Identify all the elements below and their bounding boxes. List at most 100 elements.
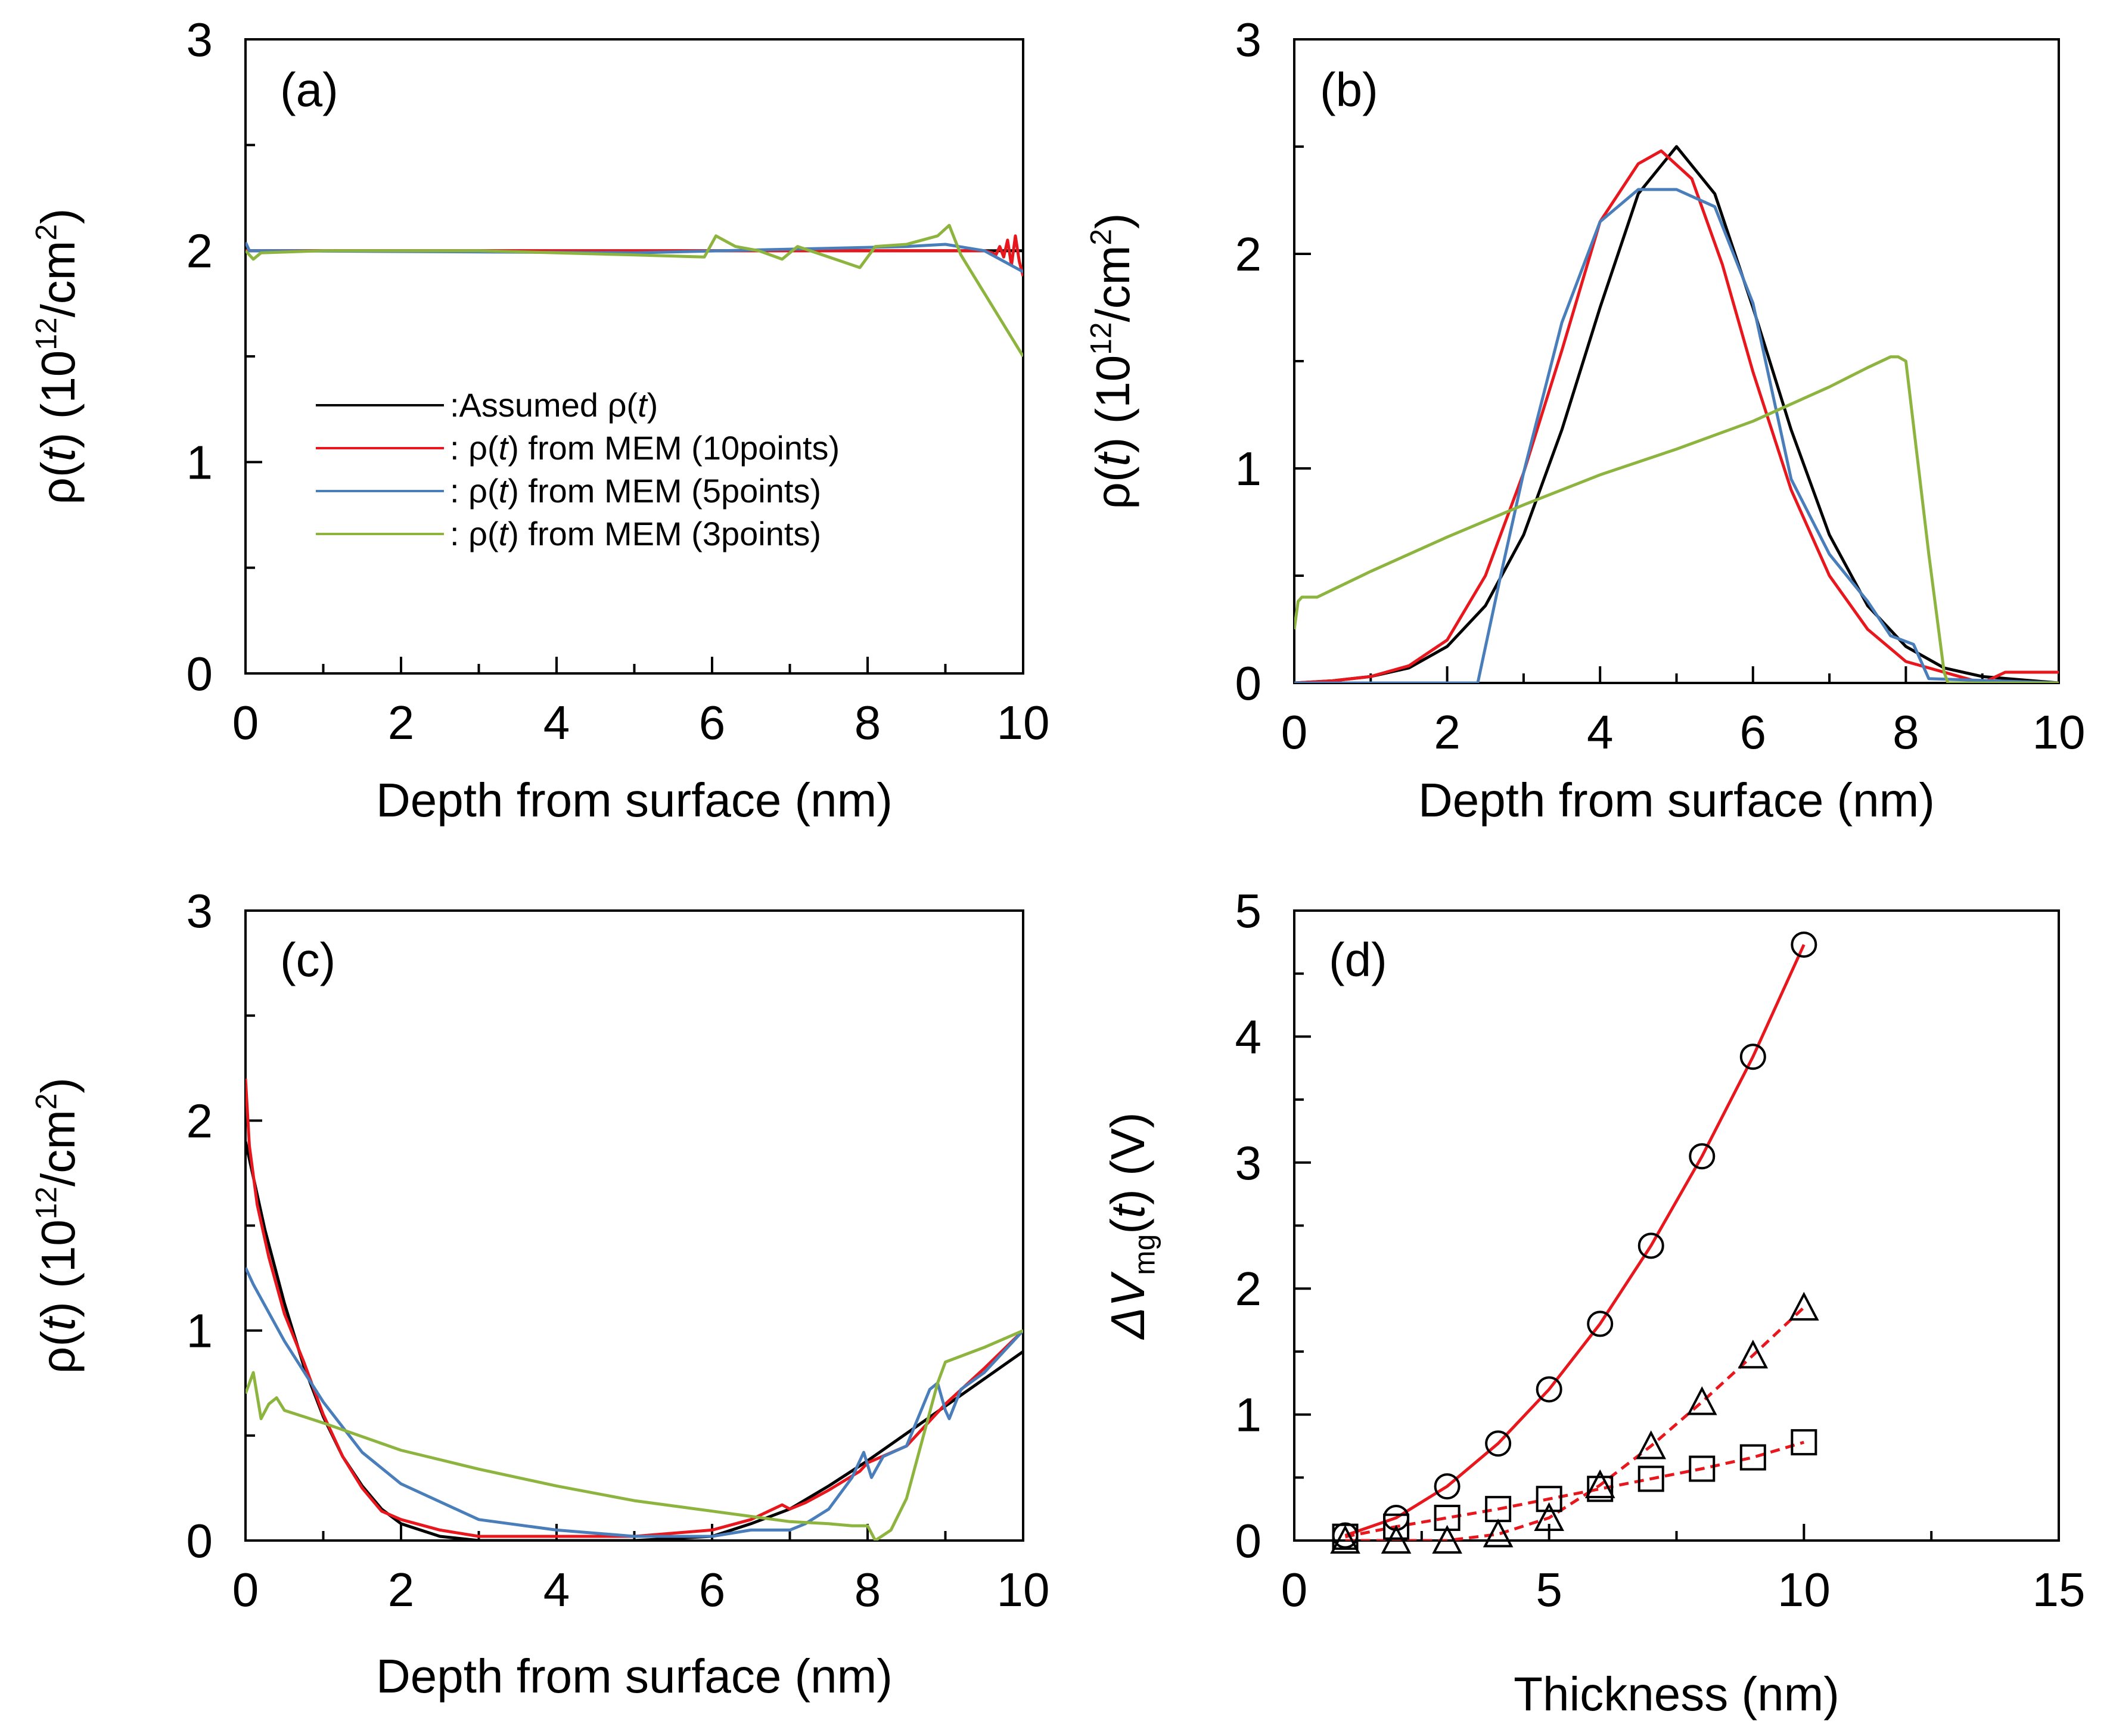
y-tick-label: 0 (1235, 1514, 1262, 1567)
y-axis-label: ΔVmg(t) (V) (1101, 1112, 1161, 1340)
y-axis-label-part: ) (V) (1101, 1112, 1154, 1205)
marker-square (1637, 1465, 1664, 1492)
marker-square (1689, 1455, 1716, 1482)
y-axis-label-part: ΔV (1101, 1271, 1154, 1340)
x-tick-label: 2 (388, 1563, 415, 1616)
x-axis-label: Thickness (nm) (1514, 1667, 1839, 1721)
y-axis-label-part: ) (1086, 213, 1139, 229)
series-line-4 (246, 1329, 1023, 1541)
plot-area (246, 223, 1023, 358)
marker-triangle (1381, 1524, 1412, 1554)
y-tick-label: 3 (187, 13, 213, 66)
plot-area (246, 1078, 1023, 1541)
panel-label: (b) (1320, 63, 1378, 116)
marker-circle (1637, 1232, 1664, 1259)
y-tick-label: 1 (187, 1305, 213, 1358)
y-axis-label-part: ρ( (32, 1331, 85, 1374)
legend-entry-part: ) from MEM (10points) (508, 429, 840, 467)
legend-entry-part: ) from MEM (3points) (508, 515, 821, 552)
x-tick-label: 8 (1893, 706, 1919, 759)
x-tick-label: 10 (1778, 1563, 1831, 1616)
y-axis-label-part: 12 (30, 1187, 63, 1219)
legend-entry-part: t (499, 472, 509, 510)
x-tick-label: 10 (997, 1563, 1050, 1616)
plot-frame (1293, 38, 2060, 684)
legend-entry-part: ρ( (468, 515, 499, 552)
plot-frame (1293, 909, 2060, 1542)
marker-square (1536, 1486, 1562, 1513)
x-tick-label: 0 (232, 1563, 259, 1616)
marker-square (1791, 1429, 1817, 1456)
y-axis-label-part: 12 (1085, 322, 1118, 355)
y-axis-label-part: t (1101, 1203, 1154, 1218)
legend-entry: : ρ(t) from MEM (3points) (450, 515, 821, 552)
y-tick-label: 2 (1235, 228, 1262, 281)
y-tick-label: 3 (1235, 13, 1262, 66)
y-tick-label: 0 (187, 647, 213, 700)
series-line-4 (1294, 355, 2059, 683)
y-tick-label: 4 (1235, 1010, 1262, 1063)
y-axis-label-part: ) (32, 208, 85, 224)
marker-circle (1689, 1143, 1716, 1170)
y-tick-label: 5 (1235, 884, 1262, 937)
y-axis-label-part: t (32, 446, 85, 461)
plot-frame (244, 38, 1024, 675)
x-tick-label: 0 (232, 696, 259, 749)
marker-square (1332, 1523, 1359, 1550)
y-axis-label-part: ) (10 (32, 350, 85, 449)
panel-d: 0 5 10 15 0 1 2 3 4 5 Thickness (nm) ΔVmg(t) (V) (d) (1101, 884, 2085, 1721)
marker-square (1739, 1444, 1766, 1471)
series-line-1 (1294, 145, 2059, 683)
marker-triangle (1483, 1518, 1514, 1548)
fit-line-circle (1344, 944, 1806, 1537)
y-axis-label-part: 12 (30, 318, 63, 350)
marker-triangle (1636, 1430, 1667, 1459)
y-axis-label-part: /cm (1086, 246, 1139, 322)
y-tick-label: 0 (1235, 657, 1262, 710)
x-tick-label: 15 (2033, 1563, 2086, 1616)
legend-entry-part: ρ( (468, 472, 499, 510)
y-tick-label: 1 (1235, 442, 1262, 495)
legend-entry-part: ) from MEM (5points) (508, 472, 821, 510)
x-tick-label: 10 (997, 696, 1050, 749)
x-axis-label: Depth from surface (nm) (376, 774, 893, 827)
marker-circle (1739, 1044, 1766, 1070)
x-tick-label: 4 (543, 1563, 570, 1616)
y-axis-label-part: 2 (30, 224, 63, 241)
panel-label: (a) (280, 63, 338, 116)
y-axis-label-part: /cm (32, 241, 85, 318)
x-tick-label: 0 (1281, 706, 1308, 759)
marker-circle (1485, 1430, 1512, 1457)
legend-entry-part: :Assumed (450, 386, 608, 424)
series-line-2 (1294, 149, 2059, 683)
plot-area (1294, 145, 2059, 683)
x-tick-label: 5 (1536, 1563, 1562, 1616)
series-line-3 (246, 241, 1023, 274)
series-line-2 (246, 1078, 1023, 1538)
y-axis-label-part: 2 (30, 1094, 63, 1110)
legend-entry-part: ρ( (608, 386, 638, 424)
y-axis-label: ρ(t) (1012/cm2) (30, 208, 85, 504)
marker-triangle (1738, 1339, 1769, 1369)
legend-entry-part: ) (647, 386, 658, 424)
legend-entry-part: t (499, 429, 509, 467)
y-axis-label: ρ(t) (1012/cm2) (1085, 213, 1139, 509)
marker-circle (1536, 1376, 1562, 1403)
marker-circle (1791, 931, 1817, 958)
plot-area (1344, 944, 1806, 1541)
y-tick-label: 1 (1235, 1389, 1262, 1442)
fit-line-triangle (1345, 1306, 1806, 1541)
panel-label: (d) (1329, 933, 1387, 986)
x-tick-label: 8 (854, 1563, 881, 1616)
y-tick-label: 2 (187, 1094, 213, 1147)
y-tick-label: 1 (187, 436, 213, 489)
legend-entry-part: t (638, 386, 648, 424)
y-tick-label: 0 (187, 1514, 213, 1567)
x-tick-label: 4 (543, 696, 570, 749)
legend-entry-part: ρ( (468, 429, 499, 467)
y-tick-label: 3 (187, 884, 213, 937)
marker-triangle (1330, 1524, 1360, 1554)
y-axis-label-part: ( (1101, 1218, 1154, 1234)
